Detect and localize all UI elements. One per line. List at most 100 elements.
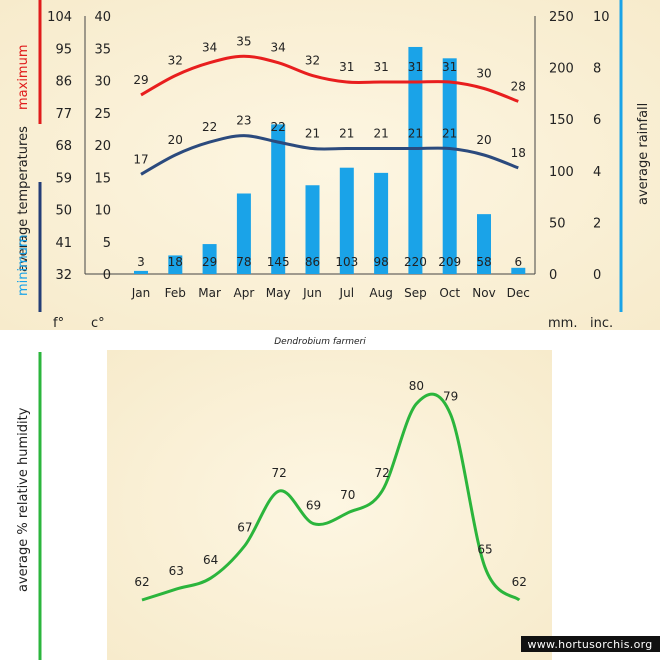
c-tick-label: 15 xyxy=(94,171,111,186)
average-rainfall-label: average rainfall xyxy=(636,103,651,205)
max-temperature-line xyxy=(140,54,519,103)
watermark-text: www.hortusorchis.org xyxy=(527,638,652,651)
humidity-value-label: 80 xyxy=(409,379,424,393)
humidity-axis-label: average % relative humidity xyxy=(16,407,31,592)
minimum-label: minimum xyxy=(16,234,31,296)
rain-bar xyxy=(134,270,148,274)
c-unit-label: c° xyxy=(91,316,105,331)
humidity-value-label: 70 xyxy=(340,488,355,502)
min-temp-label: 21 xyxy=(305,127,320,141)
min-temp-label: 21 xyxy=(442,127,457,141)
humidity-value-label: 79 xyxy=(443,390,458,404)
rain-bar xyxy=(168,255,183,274)
max-temp-label: 30 xyxy=(476,67,491,81)
axis-ticks: 1049586776859504132403530252015105025020… xyxy=(47,10,609,283)
rain-value-label: 220 xyxy=(404,255,427,269)
c-tick-label: 35 xyxy=(94,42,111,57)
f-tick-label: 32 xyxy=(55,268,72,283)
month-label: Jan xyxy=(131,286,151,300)
min-temp-label: 23 xyxy=(236,114,251,128)
c-tick-label: 20 xyxy=(94,139,111,154)
rain-bar xyxy=(202,244,217,274)
humidity-value-label: 64 xyxy=(203,553,218,567)
month-label: Apr xyxy=(234,286,255,300)
inch-tick-label: 2 xyxy=(593,216,601,231)
f-tick-label: 104 xyxy=(47,10,72,25)
temperature-lines xyxy=(140,54,519,176)
rain-bar xyxy=(339,167,354,274)
humidity-value-label: 62 xyxy=(134,575,149,589)
watermark-background xyxy=(521,636,660,652)
month-label: Nov xyxy=(472,286,495,300)
humidity-value-label: 63 xyxy=(169,564,184,578)
humidity-panel-background xyxy=(107,350,552,660)
f-unit-label: f° xyxy=(53,316,64,331)
f-tick-label: 41 xyxy=(55,236,72,251)
mm-tick-label: 150 xyxy=(549,113,574,128)
min-temp-label: 21 xyxy=(339,127,354,141)
mm-tick-label: 50 xyxy=(549,216,566,231)
max-temp-label: 31 xyxy=(373,60,388,74)
month-label: Aug xyxy=(369,286,392,300)
rain-value-label: 103 xyxy=(335,255,358,269)
species-title: Dendrobium farmeri xyxy=(274,337,366,347)
min-temp-label: 22 xyxy=(271,120,286,134)
mm-tick-label: 0 xyxy=(549,268,557,283)
month-label: May xyxy=(266,286,291,300)
f-tick-label: 86 xyxy=(55,75,72,90)
rain-bar xyxy=(477,214,491,274)
humidity-value-label: 62 xyxy=(512,575,527,589)
inch-tick-label: 8 xyxy=(593,62,601,77)
f-tick-label: 68 xyxy=(55,139,72,154)
min-temp-label: 21 xyxy=(408,127,423,141)
max-temp-label: 31 xyxy=(408,60,423,74)
min-temp-label: 22 xyxy=(202,120,217,134)
point-labels: 29 32 34 35 34 32 31 31 31 31 30 28 17 20 22 23 22 21 21 21… xyxy=(133,34,526,269)
humidity-value-label: 67 xyxy=(237,521,252,535)
c-tick-label: 10 xyxy=(94,204,111,219)
rain-value-label: 3 xyxy=(137,255,145,269)
inch-tick-label: 6 xyxy=(593,113,601,128)
rain-bar xyxy=(305,185,320,274)
month-labels: Jan Feb Mar Apr May Jun Jul Aug Sep Oct Nov Dec xyxy=(131,286,530,300)
month-label: Dec xyxy=(507,286,530,300)
f-tick-label: 59 xyxy=(55,171,72,186)
humidity-line xyxy=(141,392,521,602)
rain-bar xyxy=(271,124,286,274)
month-label: Jun xyxy=(302,286,322,300)
max-temp-label: 32 xyxy=(305,54,320,68)
month-label: Jul xyxy=(339,286,354,300)
inch-tick-label: 4 xyxy=(593,165,601,180)
min-temperature-line xyxy=(140,134,519,176)
inch-tick-label: 0 xyxy=(593,268,601,283)
rain-value-label: 6 xyxy=(514,255,522,269)
c-tick-label: 30 xyxy=(94,75,111,90)
f-tick-label: 95 xyxy=(55,42,72,57)
min-temp-label: 17 xyxy=(133,152,148,166)
climate-panel-background xyxy=(0,0,660,330)
inch-tick-label: 10 xyxy=(593,10,610,25)
max-temp-label: 31 xyxy=(339,60,354,74)
inch-unit-label: inc. xyxy=(590,316,613,331)
min-temp-label: 20 xyxy=(168,133,183,147)
rain-value-label: 29 xyxy=(202,255,217,269)
c-tick-label: 40 xyxy=(94,10,111,25)
min-temp-label: 18 xyxy=(511,146,526,160)
rain-value-label: 18 xyxy=(168,255,183,269)
rain-value-label: 98 xyxy=(373,255,388,269)
mm-tick-label: 250 xyxy=(549,10,574,25)
rain-value-label: 209 xyxy=(438,255,461,269)
month-label: Sep xyxy=(404,286,427,300)
month-label: Feb xyxy=(165,286,186,300)
rain-value-label: 145 xyxy=(267,255,290,269)
mm-unit-label: mm. xyxy=(548,316,577,331)
max-temp-label: 34 xyxy=(271,41,286,55)
mm-tick-label: 100 xyxy=(549,165,574,180)
humidity-value-label: 72 xyxy=(374,466,389,480)
max-temp-label: 34 xyxy=(202,41,217,55)
rain-value-label: 58 xyxy=(476,255,491,269)
f-tick-label: 77 xyxy=(55,107,72,122)
c-tick-label: 0 xyxy=(103,268,111,283)
humidity-value-label: 65 xyxy=(477,542,492,556)
